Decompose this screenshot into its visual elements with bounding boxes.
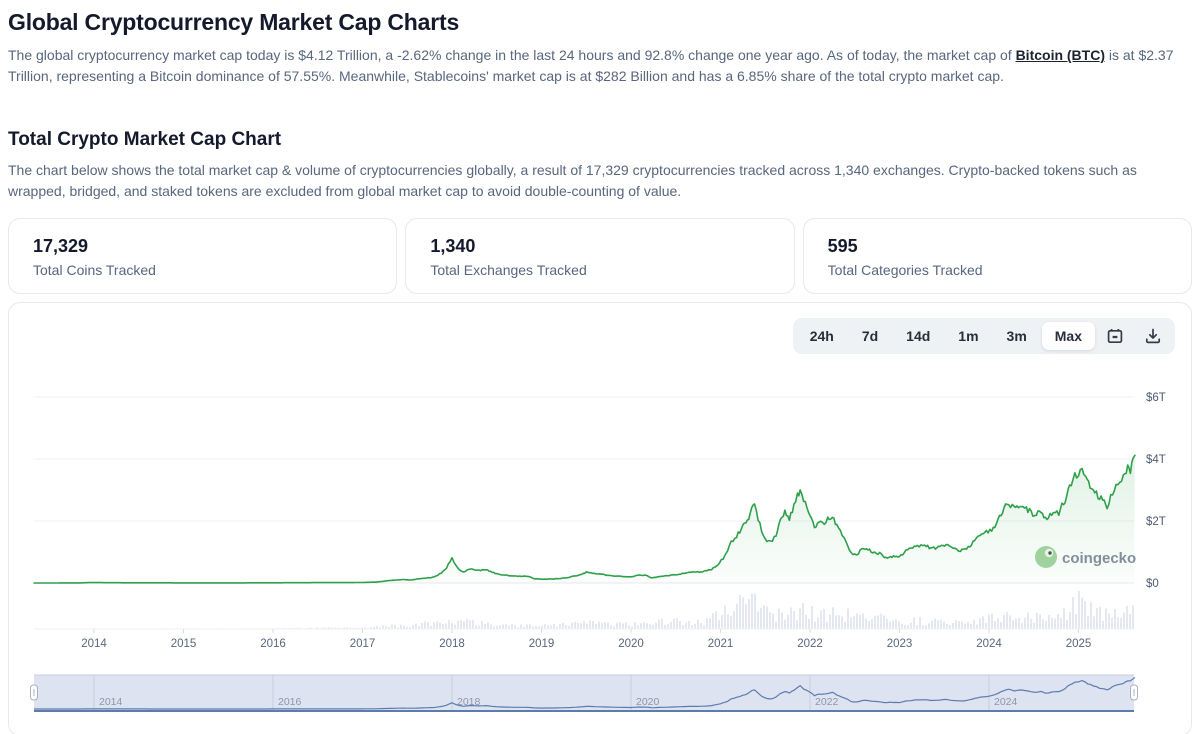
- svg-text:2024: 2024: [976, 638, 1002, 650]
- range-1m[interactable]: 1m: [945, 322, 991, 350]
- stats-row: 17,329 Total Coins Tracked 1,340 Total E…: [8, 218, 1192, 294]
- coins-tracked-value: 17,329: [33, 236, 89, 256]
- svg-text:2023: 2023: [887, 638, 913, 650]
- svg-text:2022: 2022: [815, 696, 839, 708]
- y-axis-labels: $0 $2T $4T $6T: [1146, 392, 1166, 590]
- navigator[interactable]: 2014 2016 2018 2020 2022 2024: [30, 674, 1138, 712]
- range-max[interactable]: Max: [1041, 322, 1095, 350]
- svg-text:2025: 2025: [1066, 638, 1092, 650]
- intro-paragraph: The global cryptocurrency market cap tod…: [8, 45, 1192, 87]
- svg-text:2021: 2021: [708, 638, 734, 650]
- svg-text:2014: 2014: [99, 696, 123, 708]
- stat-card-exchanges: 1,340 Total Exchanges Tracked: [405, 218, 795, 294]
- navigator-handle-right[interactable]: [1130, 684, 1138, 701]
- navigator-handle-left[interactable]: [30, 684, 38, 701]
- categories-tracked-label: Total Categories Tracked: [827, 262, 983, 278]
- section-title: Total Crypto Market Cap Chart: [8, 129, 282, 150]
- svg-text:$6T: $6T: [1146, 392, 1166, 404]
- svg-text:2016: 2016: [278, 696, 302, 708]
- svg-text:2017: 2017: [350, 638, 376, 650]
- svg-text:2018: 2018: [439, 638, 465, 650]
- svg-text:2020: 2020: [636, 696, 660, 708]
- svg-text:2018: 2018: [457, 696, 481, 708]
- stat-card-categories: 595 Total Categories Tracked: [802, 218, 1192, 294]
- svg-text:2014: 2014: [81, 638, 107, 650]
- stat-card-coins: 17,329 Total Coins Tracked: [8, 218, 398, 294]
- range-24h[interactable]: 24h: [797, 322, 847, 350]
- svg-text:2024: 2024: [994, 696, 1018, 708]
- svg-text:$0: $0: [1146, 578, 1159, 590]
- calendar-icon[interactable]: [1097, 323, 1133, 349]
- svg-text:2020: 2020: [618, 638, 644, 650]
- volume-bars: [34, 590, 1134, 630]
- market-cap-line: [33, 454, 1136, 584]
- page-title: Global Cryptocurrency Market Cap Charts: [8, 9, 460, 35]
- download-icon[interactable]: [1135, 323, 1171, 349]
- section-description: The chart below shows the total market c…: [8, 162, 1137, 199]
- chart-range-toolbar: 24h 7d 14d 1m 3m Max: [792, 318, 1175, 354]
- categories-tracked-value: 595: [827, 236, 858, 256]
- svg-text:2015: 2015: [171, 638, 197, 650]
- range-14d[interactable]: 14d: [893, 322, 943, 350]
- exchanges-tracked-label: Total Exchanges Tracked: [430, 262, 587, 278]
- intro-text-after: is at $2.37 Trillion, representing a Bit…: [8, 47, 1174, 84]
- bitcoin-link[interactable]: Bitcoin (BTC): [1015, 47, 1105, 63]
- svg-text:2019: 2019: [529, 638, 555, 650]
- svg-text:$2T: $2T: [1146, 516, 1166, 528]
- svg-text:2016: 2016: [260, 638, 286, 650]
- svg-text:2022: 2022: [797, 638, 823, 650]
- range-button-group: 24h 7d 14d 1m 3m Max: [797, 322, 1095, 350]
- range-7d[interactable]: 7d: [849, 322, 891, 350]
- navigator-line: [34, 676, 1136, 710]
- navigator-selected-range: [34, 675, 1134, 710]
- svg-text:$4T: $4T: [1146, 454, 1166, 466]
- intro-text-before: The global cryptocurrency market cap tod…: [8, 47, 1016, 63]
- range-3m[interactable]: 3m: [994, 322, 1040, 350]
- exchanges-tracked-value: 1,340: [430, 236, 476, 256]
- coins-tracked-label: Total Coins Tracked: [33, 262, 156, 278]
- market-cap-chart[interactable]: coingecko$0$2T$4T$6T20142015201620172018…: [9, 303, 1192, 734]
- market-cap-area: [34, 455, 1135, 583]
- x-axis-labels: 2014 2015 2016 2017 2018 2019 2020 2021 2022 2023…: [81, 629, 1091, 650]
